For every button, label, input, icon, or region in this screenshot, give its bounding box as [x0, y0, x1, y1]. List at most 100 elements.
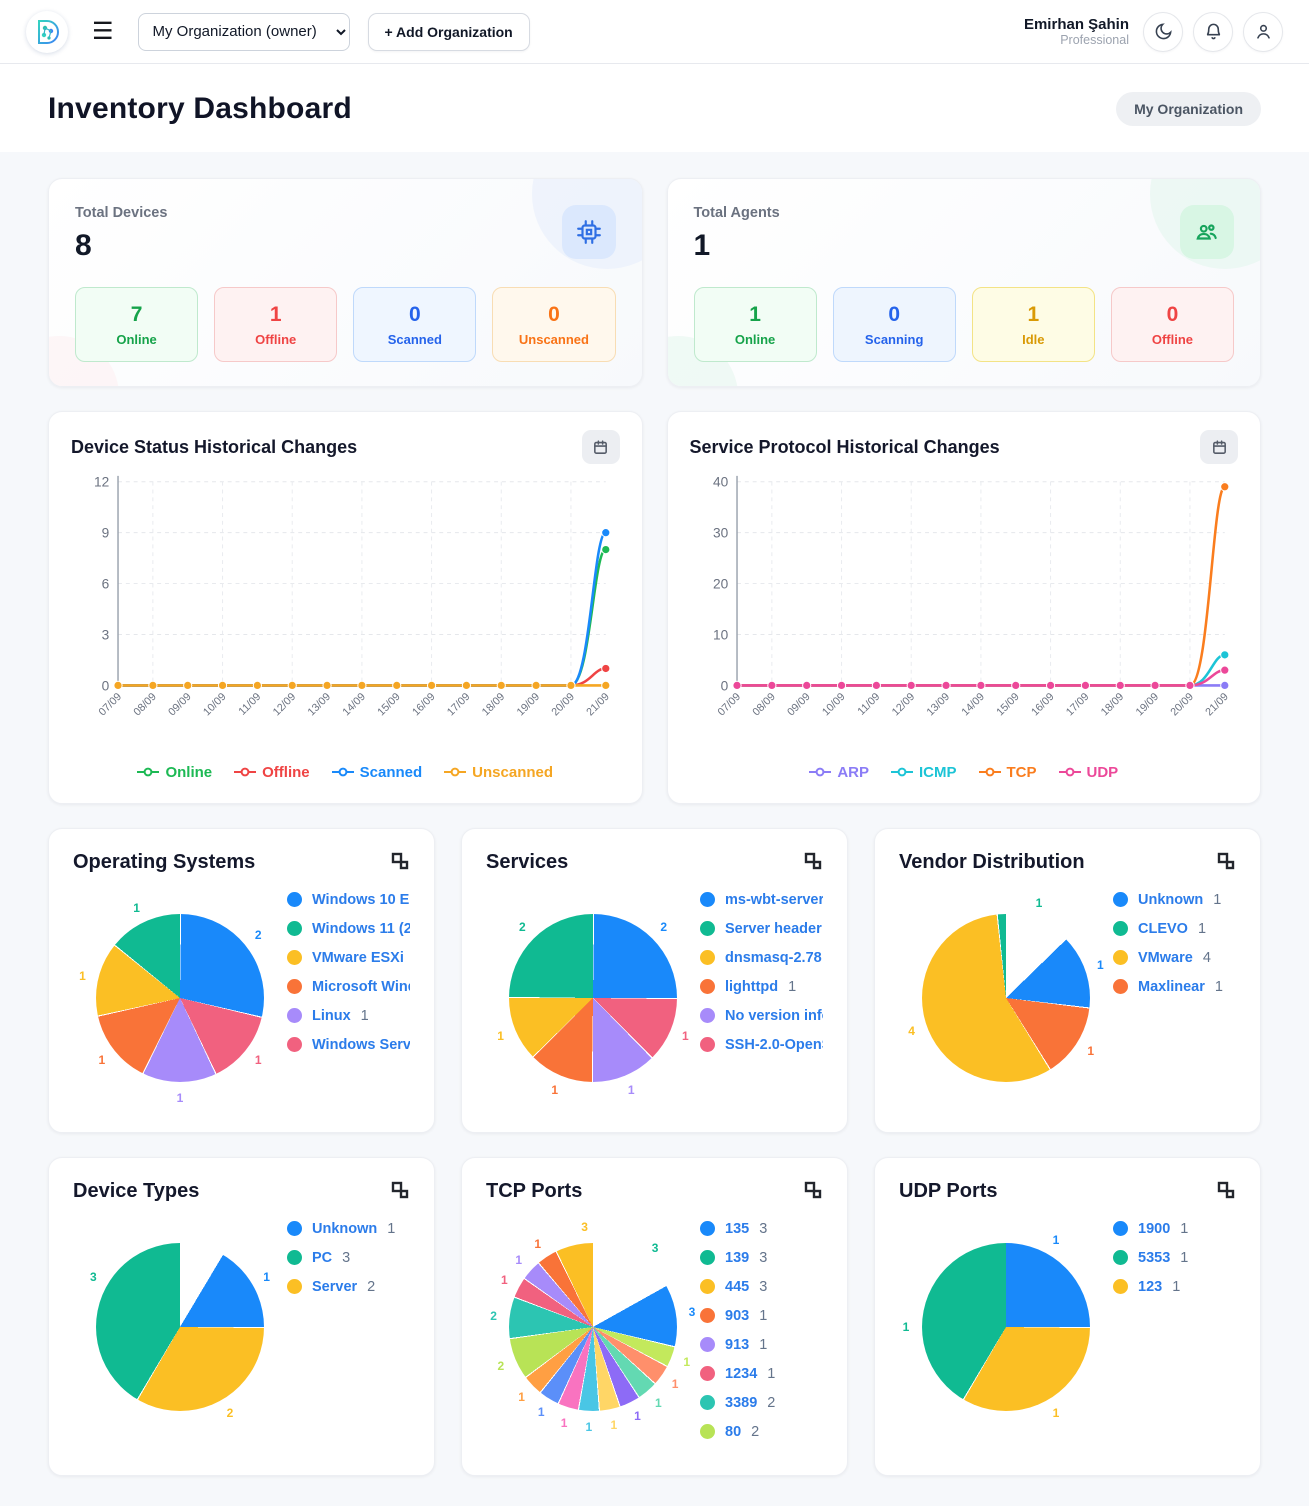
svg-text:0: 0	[102, 678, 110, 693]
organization-badge[interactable]: My Organization	[1116, 92, 1261, 126]
pie-chart[interactable]	[922, 913, 1090, 1082]
legend-label: Online	[165, 763, 213, 781]
pie-legend-item[interactable]: 903 1	[700, 1308, 823, 1324]
legend-marker	[331, 767, 354, 777]
legend-count: 3	[342, 1249, 351, 1266]
pie-chart[interactable]	[509, 1242, 677, 1411]
legend-label: VMware	[1138, 949, 1193, 966]
date-range-button[interactable]	[1200, 430, 1238, 464]
pie-legend-item[interactable]: 445 3	[700, 1279, 823, 1295]
pie-legend-item[interactable]: 80 2	[700, 1424, 823, 1440]
device-status-line-chart[interactable]: 0 3 6 9 12 07/09 08/09 09/09 10/09 11/09 12/09 13/0…	[71, 468, 620, 762]
vendor-distribution-pie[interactable]: 1 1 4 1	[899, 886, 1113, 1110]
expand-button[interactable]	[388, 1178, 412, 1205]
pie-legend-item[interactable]: dnsmasq-2.781	[700, 950, 823, 966]
legend-label: Linux	[312, 1007, 351, 1024]
dark-mode-button[interactable]	[1143, 11, 1183, 52]
pie-legend-item[interactable]: Linux 1	[287, 1008, 410, 1024]
operating-systems-pie[interactable]: 2 1 1 1 1 1	[73, 886, 287, 1110]
pie-legend-item[interactable]: Unknown 1	[1113, 892, 1236, 908]
legend-color-dot	[1113, 1221, 1128, 1237]
legend-color-dot	[700, 1279, 715, 1295]
pie-slice-label: 1	[176, 1090, 184, 1105]
udp-ports-pie[interactable]: 1 1 1	[899, 1215, 1113, 1439]
stat-sub-value: 1	[1027, 303, 1040, 326]
expand-button[interactable]	[1214, 849, 1238, 876]
legend-color-dot	[1113, 950, 1128, 966]
pie-legend-item[interactable]: Windows 10 Enterprise Evalu	[287, 892, 410, 908]
pie-legend-item[interactable]: 135 3	[700, 1221, 823, 1237]
service-protocol-line-chart[interactable]: 0 10 20 30 40 07/09 08/09 09/09 10/09 11/09 12/09 1…	[690, 468, 1239, 762]
tcp-ports-pie-legend: 135 3 139 3 445 3 903 1 913 1 1234 1 3389 2 80 2	[700, 1215, 823, 1453]
svg-text:15/09: 15/09	[375, 691, 403, 719]
pie-legend-item[interactable]: Maxlinear 1	[1113, 979, 1236, 995]
legend-item-tcp[interactable]: TCP	[978, 764, 1037, 781]
services-pie[interactable]: 2 1 1 1 1 2	[486, 886, 700, 1110]
pie-legend-item[interactable]: 5353 1	[1113, 1250, 1236, 1266]
legend-item-icmp[interactable]: ICMP	[891, 764, 957, 781]
pie-legend-item[interactable]: VMware 4	[1113, 950, 1236, 966]
legend-color-dot	[287, 1221, 302, 1237]
pie-legend-item[interactable]: Windows 11 (24H2)1	[287, 921, 410, 937]
add-organization-button[interactable]: + Add Organization	[367, 12, 530, 51]
legend-item-udp[interactable]: UDP	[1058, 763, 1119, 781]
stat-card-value: 8	[75, 229, 92, 262]
svg-text:3: 3	[102, 627, 110, 642]
pie-legend-item[interactable]: Unknown 1	[287, 1221, 410, 1237]
pie-legend-item[interactable]: 1234 1	[700, 1366, 823, 1382]
pie-chart[interactable]	[96, 1242, 264, 1411]
legend-count: 3	[759, 1220, 768, 1237]
pie-legend-item[interactable]: lighttpd 1	[700, 979, 823, 995]
device-types-pie[interactable]: 1 2 3	[73, 1215, 287, 1439]
dashboard-content: Total Devices 8 7 Online 1 Offline 0 Scann…	[0, 152, 1309, 1506]
pie-slice-label: 2	[226, 1406, 234, 1421]
pie-legend-item[interactable]: Server 2	[287, 1279, 410, 1295]
pie-legend-item[interactable]: Microsoft Windows 10 (64-b	[287, 979, 410, 995]
expand-button[interactable]	[801, 849, 825, 876]
pie-legend-item[interactable]: Windows Server 2022 Datac	[287, 1037, 410, 1053]
pie-chart[interactable]	[509, 913, 677, 1082]
legend-label: UDP	[1086, 763, 1119, 781]
stat-sub-label: Idle	[1022, 332, 1045, 347]
total-agents-card: Total Agents 1 1 Online 0 Scanning 1 Idle 0	[666, 178, 1261, 387]
pie-legend-item[interactable]: SSH-2.0-OpenSSH_for_Wind	[700, 1037, 823, 1053]
pie-slice-label: 2	[254, 928, 262, 943]
stat-sub-box: 1 Idle	[971, 287, 1095, 362]
pie-legend-item[interactable]: 139 3	[700, 1250, 823, 1266]
stat-sub-value: 7	[130, 303, 143, 326]
pie-legend-item[interactable]: PC 3	[287, 1250, 410, 1266]
legend-item-offline[interactable]: Offline	[234, 764, 310, 781]
legend-label: lighttpd	[725, 978, 779, 995]
pie-legend-item[interactable]: No version info found1	[700, 1008, 823, 1024]
pie-legend-item[interactable]: 123 1	[1113, 1279, 1236, 1295]
date-range-button[interactable]	[581, 430, 620, 464]
pie-legend-item[interactable]: Server header not found2	[700, 921, 823, 937]
legend-color-dot	[700, 1366, 715, 1382]
legend-item-online[interactable]: Online	[137, 764, 212, 781]
legend-item-scanned[interactable]: Scanned	[331, 764, 422, 781]
pie-legend-item[interactable]: 3389 2	[700, 1395, 823, 1411]
pie-chart[interactable]	[96, 913, 264, 1082]
legend-item-arp[interactable]: ARP	[809, 764, 869, 781]
pie-legend-item[interactable]: 1900 1	[1113, 1221, 1236, 1237]
expand-button[interactable]	[801, 1178, 825, 1205]
pie-legend-item[interactable]: VMware ESXi1	[287, 950, 410, 966]
expand-button[interactable]	[1214, 1178, 1238, 1205]
pie-legend-item[interactable]: ms-wbt-server2	[700, 892, 823, 908]
notifications-button[interactable]	[1193, 11, 1233, 52]
legend-item-unscanned[interactable]: Unscanned	[444, 764, 553, 781]
profile-button[interactable]	[1243, 11, 1283, 52]
pie-chart[interactable]	[922, 1242, 1090, 1411]
svg-text:07/09: 07/09	[715, 691, 743, 719]
menu-toggle-button[interactable]: ☰	[86, 16, 120, 48]
app-logo[interactable]	[26, 10, 68, 53]
organization-select[interactable]: My Organization (owner)	[137, 12, 350, 51]
legend-count: 1	[1172, 1278, 1181, 1295]
pie-legend-item[interactable]: CLEVO 1	[1113, 921, 1236, 937]
legend-color-dot	[287, 950, 302, 966]
pie-legend-item[interactable]: 913 1	[700, 1337, 823, 1353]
expand-button[interactable]	[388, 849, 412, 876]
